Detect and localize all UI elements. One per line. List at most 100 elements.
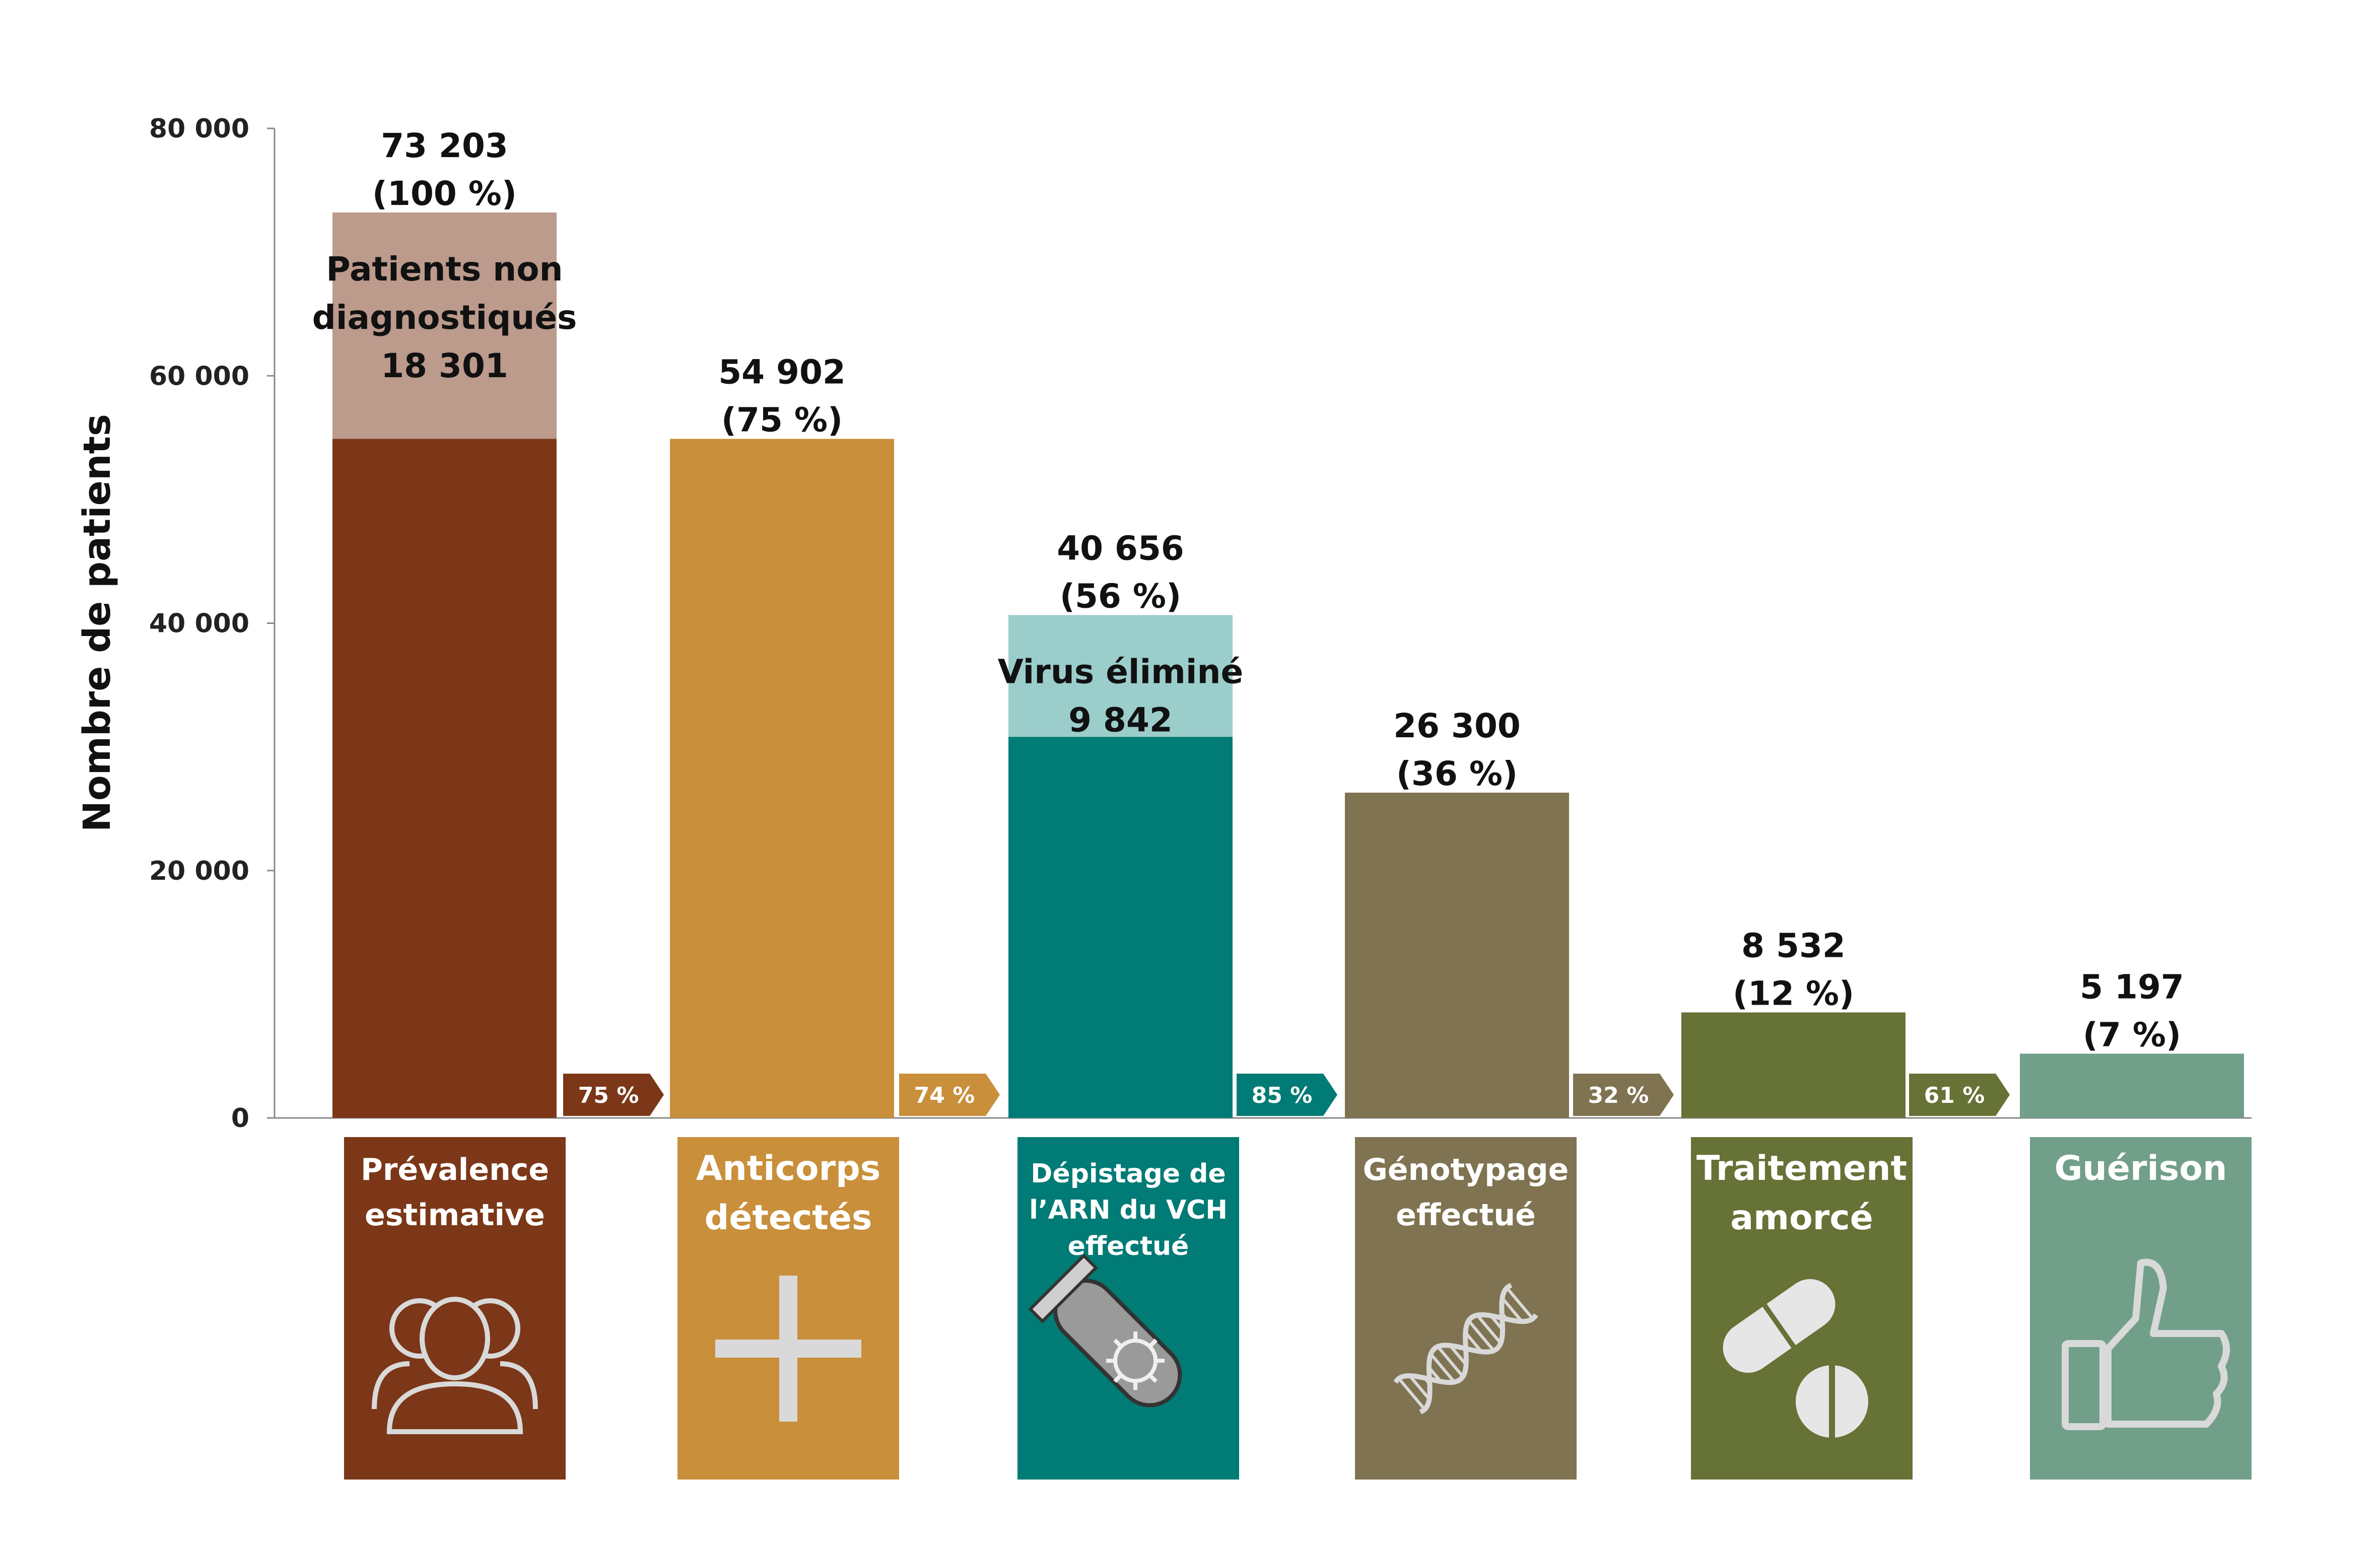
bar-value-label: 8 532 — [1741, 926, 1846, 965]
stage-title: Anticorps — [696, 1149, 881, 1188]
virus-spike — [1148, 1373, 1158, 1383]
segment-label: Patients non — [326, 250, 563, 289]
virus-spike — [1155, 1359, 1165, 1363]
stage-card: Prévalence estimative — [344, 1137, 566, 1480]
capsule-icon — [1723, 1279, 1835, 1373]
y-tick-label: 0 — [231, 1103, 249, 1134]
dna-rung — [1464, 1331, 1483, 1353]
stage-title: Dépistage de — [1031, 1159, 1226, 1189]
y-tick-label: 20 000 — [149, 856, 249, 886]
segment-label: diagnostiqués — [312, 298, 577, 337]
virus-spike — [1133, 1381, 1138, 1390]
stage-card: Guérison — [2030, 1137, 2252, 1480]
bar-value-label: 5 197 — [2080, 967, 2184, 1006]
bar-value-label: 40 656 — [1057, 529, 1184, 568]
dna-icon-group — [1393, 1283, 1538, 1415]
stage-title: Guérison — [2055, 1149, 2227, 1188]
dna-rung — [1501, 1312, 1508, 1320]
bar-value-label: 54 902 — [718, 353, 846, 391]
virus-spike — [1113, 1373, 1123, 1383]
dna-rung — [1437, 1346, 1464, 1378]
segment-label: Virus éliminé — [998, 652, 1244, 691]
bar-base-segment — [1008, 737, 1233, 1118]
plus-icon — [715, 1276, 861, 1422]
bar-percent-label: (12 %) — [1733, 974, 1854, 1013]
test-tube-icon — [1028, 1253, 1182, 1408]
thumbs-up-cuff — [2062, 1340, 2106, 1430]
bar-percent-label: (75 %) — [721, 400, 843, 439]
people-icon-part — [500, 1361, 538, 1410]
stage-box — [1355, 1137, 1577, 1480]
people-icon-part — [386, 1381, 523, 1434]
bar-percent-label: (36 %) — [1396, 754, 1518, 793]
people-icon-part — [372, 1361, 410, 1410]
bar — [1345, 793, 1569, 1118]
transition-arrow — [899, 1074, 1000, 1116]
stage-card: Génotypage effectué — [1355, 1137, 1577, 1480]
dna-icon — [1393, 1283, 1538, 1415]
bar-base-segment — [332, 439, 557, 1118]
people-icon-part — [420, 1297, 490, 1380]
dna-rung — [1397, 1377, 1426, 1411]
stage-title: effectué — [1396, 1198, 1536, 1233]
transition-arrow — [1573, 1074, 1674, 1116]
stage-card: Traitement amorcé — [1691, 1137, 1913, 1480]
segment-label: 18 301 — [381, 346, 508, 385]
transition-arrow — [1237, 1074, 1337, 1116]
stage-title: effectué — [1068, 1231, 1189, 1261]
dna-rung — [1476, 1314, 1502, 1345]
virus-spike — [1133, 1331, 1138, 1341]
stage-title: amorcé — [1730, 1198, 1873, 1238]
bar — [1681, 1012, 1906, 1118]
bar-percent-label: (56 %) — [1060, 577, 1181, 615]
people-icon — [372, 1297, 538, 1434]
dna-rung — [1449, 1344, 1467, 1366]
y-tick-label: 80 000 — [149, 114, 249, 144]
dna-rung — [1408, 1375, 1431, 1400]
stage-title: Traitement — [1696, 1149, 1907, 1188]
dna-rung — [1501, 1297, 1523, 1322]
bar — [2020, 1053, 2244, 1118]
bar-percent-label: (100 %) — [372, 174, 517, 213]
bar-top-segment — [1008, 615, 1233, 737]
stage-title: estimative — [365, 1198, 545, 1233]
transition-label: 74 % — [914, 1083, 975, 1108]
tube-rim — [1028, 1253, 1098, 1323]
transition-label: 61 % — [1924, 1083, 1985, 1108]
bar-value-label: 26 300 — [1393, 707, 1521, 745]
stage-title: Génotypage — [1363, 1152, 1569, 1187]
test-tube-icon-group — [1028, 1253, 1182, 1408]
stage-title: l’ARN du VCH — [1029, 1195, 1228, 1225]
dna-rung — [1506, 1287, 1534, 1320]
dna-rung — [1489, 1314, 1504, 1331]
stage-title: Prévalence — [361, 1152, 549, 1187]
stage-card: Dépistage de l’ARN du VCH effectué — [1017, 1137, 1239, 1480]
dna-rung — [1467, 1319, 1495, 1352]
bar-top-segment — [332, 212, 557, 439]
y-tick-label: 40 000 — [149, 609, 249, 639]
segment-label: 9 842 — [1068, 700, 1173, 739]
bar-percent-label: (7 %) — [2083, 1015, 2181, 1054]
transition-label: 32 % — [1588, 1083, 1649, 1108]
bar-value-label: 73 203 — [381, 126, 508, 165]
bar — [670, 439, 894, 1118]
pills-icon — [1723, 1279, 1868, 1438]
transition-arrow — [563, 1074, 664, 1116]
transition-label: 85 % — [1252, 1083, 1313, 1108]
stage-box — [2030, 1137, 2252, 1480]
dna-strand — [1393, 1312, 1538, 1385]
y-axis-title: Nombre de patients — [76, 414, 119, 832]
virus-spike — [1113, 1339, 1123, 1348]
plus-icon-part — [779, 1276, 797, 1422]
capsule-divider — [1762, 1304, 1796, 1348]
y-tick-label: 60 000 — [149, 361, 249, 391]
transition-arrow — [1909, 1074, 2010, 1116]
dna-rung — [1427, 1366, 1442, 1383]
stage-title: détectés — [705, 1198, 872, 1238]
virus-spike — [1106, 1359, 1116, 1363]
transition-label: 75 % — [578, 1083, 639, 1108]
thumbs-up-hand — [2104, 1258, 2230, 1428]
thumbs-up-icon — [2062, 1258, 2230, 1430]
